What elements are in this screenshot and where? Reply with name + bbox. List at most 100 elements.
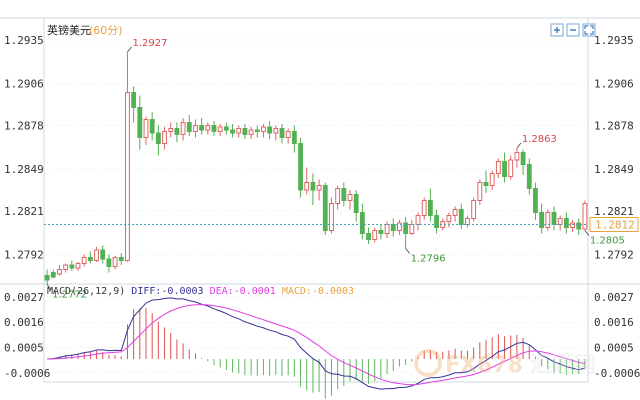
candle-body <box>261 126 266 132</box>
price-tick-left: 1.2906 <box>4 78 44 91</box>
candle-body <box>230 129 235 134</box>
annotation-pointer <box>46 284 52 290</box>
zoom-out-icon[interactable] <box>566 23 580 37</box>
candle-body <box>298 143 303 191</box>
candle-body <box>570 222 575 228</box>
macd-tick-left: -0.0006 <box>4 367 50 380</box>
candle-body <box>322 185 328 231</box>
macd-tick-right: 0.0027 <box>594 291 634 304</box>
candle-body <box>217 126 223 132</box>
candle-body <box>372 230 378 240</box>
price-tick-right: 1.2792 <box>594 249 634 262</box>
candle-body <box>341 188 347 201</box>
price-tick-left: 1.2935 <box>4 34 44 47</box>
annotation-low: 1.2805 <box>590 236 625 247</box>
candle-body <box>539 212 545 228</box>
candle-body <box>69 264 75 269</box>
macd-tick-left: 0.0027 <box>4 291 44 304</box>
candle-body <box>359 212 365 234</box>
candle-body <box>477 182 483 201</box>
candle-body <box>520 152 526 165</box>
candle-body <box>180 122 186 135</box>
macd-tick-left: 0.0005 <box>4 342 44 355</box>
candle-body <box>174 128 180 135</box>
annotation-high: 1.2927 <box>132 38 167 49</box>
candle-body <box>242 128 248 135</box>
price-tick-right: 1.2849 <box>594 163 634 176</box>
candle-body <box>236 128 242 134</box>
candle-body <box>143 119 149 138</box>
macd-tick-right: -0.0006 <box>594 367 640 380</box>
price-tick-left: 1.2878 <box>4 120 44 133</box>
candle-body <box>329 203 334 231</box>
candle-body <box>267 126 273 134</box>
candle-body <box>576 222 582 230</box>
watermark-text: FX678 <box>445 353 523 378</box>
chart-toolbar <box>550 23 596 37</box>
candle-body <box>452 209 458 216</box>
candle-body <box>285 131 291 138</box>
candle-body <box>162 131 167 144</box>
candle-body <box>118 257 124 261</box>
candle-body <box>279 128 285 138</box>
candle-body <box>366 233 371 240</box>
candle-body <box>508 159 514 177</box>
macd-tick-right: 0.0005 <box>594 342 634 355</box>
candle-body <box>384 224 390 234</box>
candle-body <box>397 222 402 231</box>
candle-body <box>409 224 415 234</box>
dea-line <box>47 304 585 386</box>
annotation-pointer <box>516 142 522 149</box>
candle-body <box>186 122 192 132</box>
dea-value: DEA:-0.0001 <box>210 286 282 297</box>
candle-body <box>248 129 254 135</box>
candle-body <box>304 182 310 191</box>
candle-body <box>403 222 409 234</box>
chart-period: (60分) <box>89 24 123 37</box>
fullscreen-icon[interactable] <box>582 23 596 37</box>
candle-body <box>131 92 137 108</box>
annotation-low: 1.2796 <box>411 254 446 265</box>
candle-body <box>495 161 501 174</box>
candle-body <box>125 92 130 261</box>
candle-body <box>149 119 155 134</box>
candle-body <box>446 215 452 222</box>
annotation-low: 1.2772 <box>52 290 87 301</box>
candle-body <box>223 126 229 131</box>
macd-value: MACD:-0.0003 <box>282 286 354 297</box>
zoom-in-icon[interactable] <box>550 23 564 37</box>
candle-body <box>483 182 489 186</box>
price-tick-right: 1.2935 <box>594 34 634 47</box>
annotation-pointer <box>584 230 590 236</box>
candle-body <box>533 188 538 213</box>
candle-body <box>254 129 260 132</box>
candle-body <box>310 182 316 191</box>
macd-tick-right: 0.0016 <box>594 316 634 329</box>
macd-tick-left: 0.0016 <box>4 316 44 329</box>
candle-body <box>75 263 81 269</box>
candle-body <box>378 230 384 234</box>
candle-body <box>557 218 563 225</box>
candle-body <box>94 249 99 261</box>
candle-body <box>87 257 93 261</box>
annotation-pointer <box>127 46 132 53</box>
candle-body <box>526 164 532 189</box>
macd-legend: MACD(26,12,9) DIFF:-0.0003 DEA:-0.0001 M… <box>47 286 354 297</box>
candle-body <box>57 269 62 275</box>
candle-body <box>427 200 433 216</box>
chart-title: 英镑美元 <box>47 23 91 37</box>
candle-body <box>582 203 588 230</box>
annotation-high: 1.2863 <box>522 134 557 145</box>
candle-body <box>421 200 427 216</box>
current-price-label: 1.2812 <box>595 219 635 232</box>
candle-body <box>335 188 341 204</box>
diff-value: DIFF:-0.0003 <box>131 286 209 297</box>
price-tick-left: 1.2849 <box>4 163 44 176</box>
candle-body <box>168 128 174 132</box>
candle-body <box>514 152 520 161</box>
candle-body <box>390 224 396 231</box>
annotation-pointer <box>405 248 411 254</box>
price-tick-right: 1.2821 <box>594 205 634 218</box>
candle-body <box>316 185 322 191</box>
